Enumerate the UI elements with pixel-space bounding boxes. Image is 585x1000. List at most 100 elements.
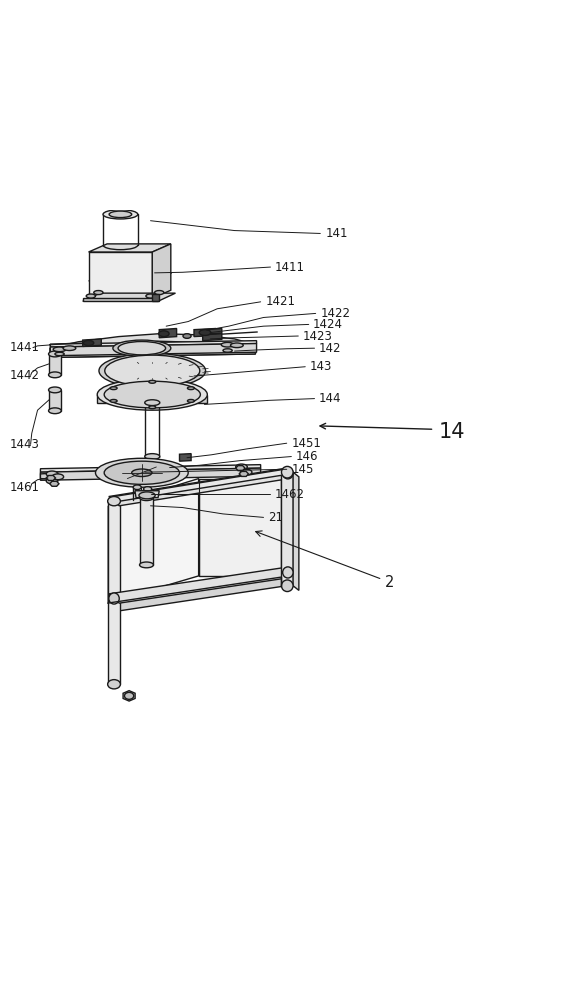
Ellipse shape [283, 468, 293, 479]
Polygon shape [109, 478, 283, 515]
Polygon shape [40, 468, 261, 480]
Polygon shape [50, 481, 59, 486]
Polygon shape [97, 395, 207, 403]
Ellipse shape [144, 400, 160, 406]
Polygon shape [293, 472, 299, 590]
Polygon shape [49, 332, 258, 345]
Ellipse shape [149, 380, 156, 383]
Ellipse shape [49, 351, 61, 357]
Polygon shape [109, 577, 283, 612]
Ellipse shape [146, 294, 155, 298]
Polygon shape [46, 475, 56, 480]
Polygon shape [108, 479, 199, 603]
Text: 1441: 1441 [10, 341, 40, 354]
Ellipse shape [110, 399, 117, 402]
Text: 142: 142 [319, 342, 341, 355]
Ellipse shape [95, 458, 188, 487]
Polygon shape [152, 244, 171, 298]
Text: 1461: 1461 [10, 481, 40, 494]
Ellipse shape [283, 567, 293, 578]
Ellipse shape [183, 334, 191, 338]
Ellipse shape [105, 355, 200, 386]
Polygon shape [50, 345, 256, 357]
Polygon shape [40, 465, 261, 472]
Ellipse shape [139, 492, 155, 499]
Ellipse shape [118, 342, 166, 355]
Text: 1421: 1421 [266, 295, 296, 308]
Polygon shape [199, 479, 281, 576]
Ellipse shape [143, 500, 152, 504]
Ellipse shape [143, 487, 152, 491]
Polygon shape [180, 454, 191, 461]
Polygon shape [82, 339, 101, 346]
Polygon shape [109, 568, 293, 603]
Text: 1423: 1423 [303, 330, 333, 343]
Ellipse shape [108, 680, 121, 689]
Text: 143: 143 [310, 360, 332, 373]
Polygon shape [50, 345, 256, 348]
Polygon shape [152, 294, 159, 301]
Polygon shape [114, 469, 294, 501]
Polygon shape [82, 298, 158, 301]
Ellipse shape [104, 461, 180, 484]
Ellipse shape [221, 342, 234, 347]
Polygon shape [49, 354, 61, 375]
Ellipse shape [236, 464, 247, 470]
Ellipse shape [223, 349, 232, 352]
Text: 1411: 1411 [275, 261, 305, 274]
Ellipse shape [133, 485, 141, 490]
Ellipse shape [46, 478, 58, 484]
Text: 1424: 1424 [313, 318, 343, 331]
Ellipse shape [140, 562, 153, 568]
Ellipse shape [281, 580, 293, 592]
Polygon shape [202, 334, 222, 341]
Text: 1462: 1462 [275, 488, 305, 501]
Polygon shape [236, 466, 245, 471]
Ellipse shape [140, 495, 153, 501]
Ellipse shape [55, 352, 64, 356]
Ellipse shape [49, 387, 61, 393]
Polygon shape [140, 498, 153, 565]
Ellipse shape [99, 353, 205, 388]
Ellipse shape [110, 387, 117, 390]
Ellipse shape [113, 340, 171, 356]
Polygon shape [109, 469, 293, 506]
Ellipse shape [94, 291, 103, 295]
Polygon shape [194, 328, 216, 337]
Polygon shape [135, 491, 159, 498]
Ellipse shape [108, 497, 121, 506]
Polygon shape [50, 334, 256, 356]
Ellipse shape [109, 211, 132, 218]
Ellipse shape [154, 291, 164, 295]
Polygon shape [108, 501, 121, 684]
Text: 14: 14 [439, 422, 465, 442]
Ellipse shape [49, 372, 61, 378]
Polygon shape [50, 341, 257, 347]
Ellipse shape [132, 469, 152, 477]
Ellipse shape [53, 347, 66, 352]
Ellipse shape [49, 408, 61, 414]
Text: 1442: 1442 [10, 369, 40, 382]
Polygon shape [40, 473, 58, 480]
Ellipse shape [52, 474, 64, 480]
Ellipse shape [97, 379, 207, 410]
Polygon shape [281, 472, 293, 586]
Ellipse shape [104, 381, 201, 408]
Ellipse shape [144, 454, 160, 459]
Ellipse shape [230, 343, 243, 348]
Ellipse shape [133, 498, 141, 502]
Ellipse shape [281, 466, 293, 478]
Text: 145: 145 [291, 463, 314, 476]
Polygon shape [88, 244, 171, 252]
Polygon shape [239, 471, 249, 476]
Ellipse shape [159, 331, 169, 337]
Ellipse shape [83, 340, 94, 346]
Ellipse shape [199, 330, 211, 335]
Polygon shape [123, 691, 135, 701]
Text: 1422: 1422 [321, 307, 350, 320]
Polygon shape [88, 252, 152, 298]
Text: 146: 146 [296, 450, 318, 463]
Polygon shape [159, 328, 177, 338]
Polygon shape [50, 344, 257, 356]
Ellipse shape [109, 593, 119, 604]
